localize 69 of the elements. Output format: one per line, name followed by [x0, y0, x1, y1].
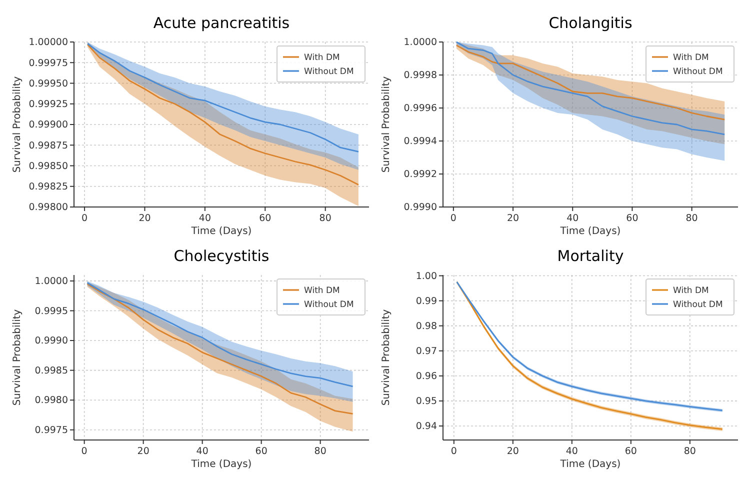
- y-tick-label: 0.9985: [34, 365, 68, 376]
- chart-title: Cholangitis: [548, 14, 632, 32]
- x-axis-title: Time (Days): [190, 226, 252, 237]
- x-tick-label: 20: [506, 213, 520, 224]
- legend-label: Without DM: [304, 66, 354, 77]
- chart-title: Mortality: [557, 247, 624, 265]
- legend-label: Without DM: [673, 66, 723, 77]
- x-tick-label: 80: [684, 446, 696, 457]
- y-tick-label: 0.9975: [34, 425, 68, 436]
- legend-label: With DM: [304, 286, 340, 296]
- legend-label: With DM: [673, 52, 709, 63]
- y-tick-label: 0.9990: [34, 336, 68, 347]
- y-tick-label: 1.00: [416, 270, 437, 282]
- y-axis-title: Survival Probability: [12, 76, 23, 173]
- y-tick-label: 0.97: [416, 346, 437, 357]
- y-tick-label: 0.99: [416, 296, 437, 307]
- y-tick-label: 0.9998: [404, 70, 437, 82]
- x-tick-label: 0: [450, 446, 457, 457]
- x-tick-label: 60: [259, 213, 272, 224]
- x-tick-label: 0: [450, 213, 456, 224]
- x-tick-label: 60: [626, 213, 638, 224]
- y-tick-label: 0.99900: [28, 120, 68, 131]
- y-tick-label: 0.99800: [28, 202, 68, 214]
- x-axis-title: Time (Days): [190, 459, 252, 470]
- legend-label: With DM: [673, 286, 709, 296]
- y-tick-label: 0.9996: [404, 103, 437, 114]
- x-tick-label: 0: [81, 446, 88, 457]
- x-tick-label: 80: [319, 213, 332, 224]
- y-axis-title: Survival Probability: [12, 309, 23, 406]
- y-tick-label: 0.96: [416, 371, 437, 382]
- y-tick-label: 0.99975: [28, 58, 68, 69]
- y-axis-title: Survival Probability: [381, 76, 392, 173]
- y-tick-label: 0.98: [416, 320, 437, 332]
- y-tick-label: 0.99850: [28, 160, 68, 172]
- y-tick-label: 0.9980: [34, 395, 68, 406]
- y-tick-label: 0.94: [416, 421, 437, 432]
- line-series: [456, 44, 726, 120]
- legend-label: Without DM: [673, 300, 723, 310]
- x-tick-label: 40: [566, 213, 579, 224]
- x-axis-title: Time (Days): [559, 459, 621, 470]
- x-tick-label: 40: [196, 446, 208, 457]
- x-tick-label: 40: [198, 213, 211, 224]
- y-tick-label: 0.95: [416, 396, 437, 408]
- y-tick-label: 0.9994: [404, 136, 437, 148]
- y-tick-label: 1.0000: [34, 276, 68, 288]
- y-tick-label: 0.9995: [34, 306, 68, 317]
- y-tick-label: 0.99875: [28, 140, 68, 152]
- x-tick-label: 80: [686, 213, 698, 224]
- x-tick-label: 20: [506, 446, 519, 457]
- x-tick-label: 0: [82, 213, 88, 224]
- x-tick-label: 20: [137, 446, 150, 457]
- legend-label: With DM: [304, 52, 340, 63]
- y-tick-label: 0.99825: [28, 182, 68, 193]
- chart-title: Acute pancreatitis: [153, 14, 290, 32]
- y-tick-label: 0.9990: [404, 202, 437, 214]
- legend-label: Without DM: [304, 300, 354, 310]
- y-tick-label: 0.99950: [28, 78, 68, 90]
- x-tick-label: 20: [138, 213, 151, 224]
- x-tick-label: 60: [624, 446, 637, 457]
- chart-title: Cholecystitis: [174, 247, 270, 265]
- x-tick-label: 40: [566, 446, 578, 457]
- y-tick-label: 1.00000: [28, 37, 68, 48]
- x-tick-label: 60: [255, 446, 268, 457]
- y-tick-label: 0.9992: [404, 169, 437, 180]
- y-axis-title: Survival Probability: [381, 309, 392, 406]
- x-tick-label: 80: [314, 446, 326, 457]
- y-tick-label: 0.99925: [28, 99, 68, 110]
- x-axis-title: Time (Days): [559, 226, 621, 237]
- y-tick-label: 1.0000: [404, 37, 437, 48]
